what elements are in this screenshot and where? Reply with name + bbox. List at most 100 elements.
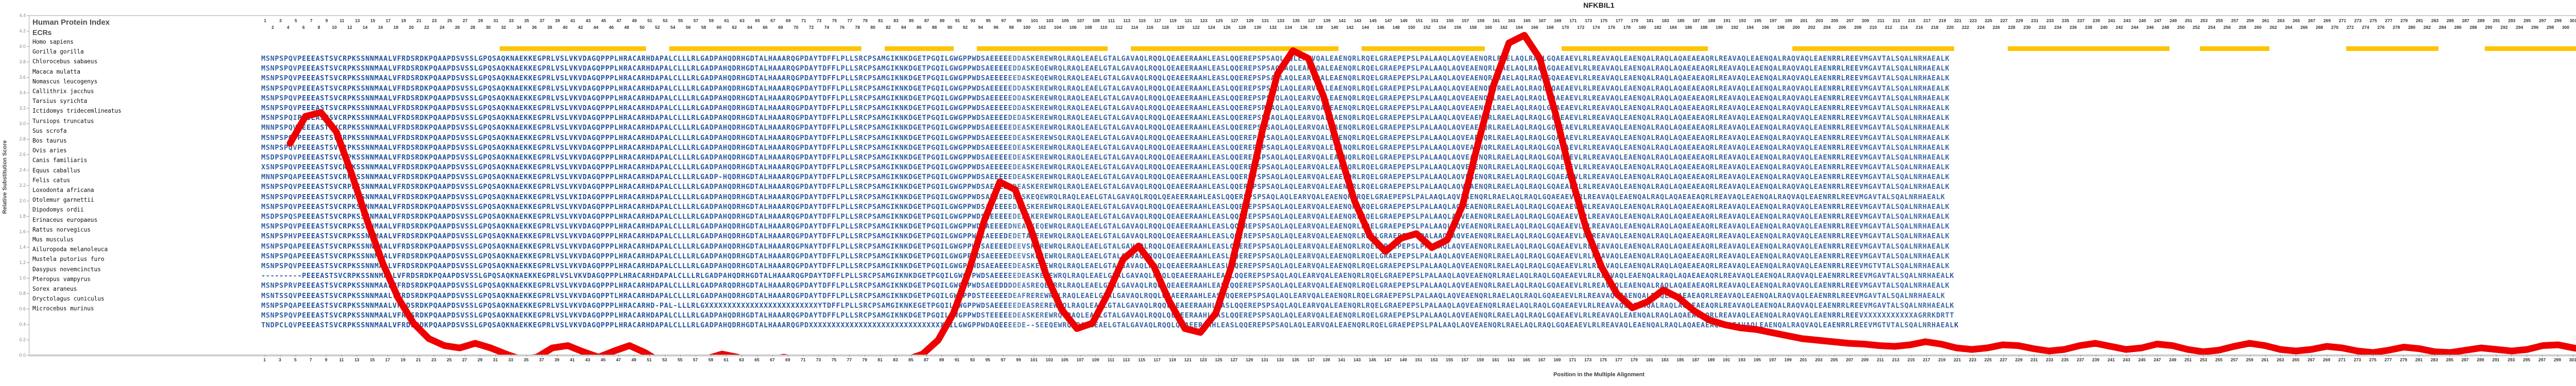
position-tick-label: 122 xyxy=(1192,25,1200,30)
position-tick-label: 68 xyxy=(778,25,783,30)
ecr-bar-track xyxy=(261,46,2576,51)
position-tick-label: 277 xyxy=(2385,18,2393,23)
x-axis-tick-label: 233 xyxy=(2046,355,2053,362)
position-tick-label: 212 xyxy=(1885,25,1892,30)
position-tick-label: 195 xyxy=(1754,18,1761,23)
species-label: Equus caballus xyxy=(32,167,80,174)
position-tick-label: 222 xyxy=(1961,25,1970,30)
y-axis-tick: 2.8 xyxy=(8,136,29,142)
position-tick-label: 296 xyxy=(2531,25,2539,30)
position-tick-label: 18 xyxy=(393,25,399,30)
x-axis-tick-label: 43 xyxy=(585,355,590,362)
position-tick-label: 223 xyxy=(1969,18,1977,23)
x-axis-tick-label: 263 xyxy=(2277,355,2284,362)
position-tick-label: 47 xyxy=(616,18,622,23)
x-axis-tick-label: 251 xyxy=(2184,355,2192,362)
y-axis-tick: 0.6 xyxy=(8,306,29,311)
position-tick-label: 285 xyxy=(2446,18,2454,23)
x-axis-tick-label: 111 xyxy=(1108,355,1114,362)
position-tick-label: 239 xyxy=(2092,18,2100,23)
position-tick-label: 206 xyxy=(1838,25,1846,30)
position-tick-label: 65 xyxy=(755,18,760,23)
x-axis-tick-label: 65 xyxy=(755,355,759,362)
position-tick-label: 75 xyxy=(832,18,837,23)
y-axis-tick: 0.2 xyxy=(8,337,29,342)
position-tick-label: 119 xyxy=(1169,18,1177,23)
position-tick-label: 96 xyxy=(993,25,998,30)
y-axis-label: Relative Substitution Score xyxy=(1,0,9,354)
x-axis-tick-label: 213 xyxy=(1892,355,1900,362)
position-tick-label: 169 xyxy=(1554,18,1562,23)
x-axis-tick-label: 101 xyxy=(1030,355,1038,362)
x-axis-tick-label: 45 xyxy=(601,355,605,362)
position-tick-label: 109 xyxy=(1092,18,1100,23)
x-axis-tick-label: 193 xyxy=(1738,355,1745,362)
x-axis-tick-label: 119 xyxy=(1169,355,1176,362)
x-axis-tick-label: 301 xyxy=(2569,355,2576,362)
position-tick-label: 179 xyxy=(1631,18,1638,23)
species-label: Sus scrofa xyxy=(32,127,67,134)
x-axis-tick-label: 163 xyxy=(1507,355,1515,362)
position-tick-label: 233 xyxy=(2046,18,2054,23)
species-label: Dipodomys ordii xyxy=(32,206,84,214)
x-axis-tick-label: 79 xyxy=(862,355,867,362)
y-axis-tick: 4.4 xyxy=(8,13,29,18)
position-tick-label: 52 xyxy=(655,25,660,30)
alignment-row: MSNPSPQVPEEEASTSVCRPKSSNNMAALVFRDSRDKPQA… xyxy=(261,183,1950,191)
position-tick-label: 201 xyxy=(1800,18,1808,23)
x-axis-tick-label: 95 xyxy=(986,355,990,362)
x-axis-tick-label: 73 xyxy=(816,355,821,362)
alignment-row: MSDPSPQSPEEEASTSVCRPKSSNNMAALVFRDSRDKPQA… xyxy=(261,213,1950,221)
y-axis-tick: 1.2 xyxy=(8,260,29,265)
alignment-row: TNDPCLQVPEEEASTSVCRPKSSNNMAALVFRDSRDKPQA… xyxy=(261,322,1959,330)
x-axis-tick-label: 159 xyxy=(1477,355,1484,362)
position-tick-label: 191 xyxy=(1723,18,1731,23)
position-tick-label: 138 xyxy=(1315,25,1323,30)
position-tick-label: 279 xyxy=(2400,18,2408,23)
position-tick-label: 12 xyxy=(347,25,352,30)
position-tick-label: 143 xyxy=(1354,18,1362,23)
y-axis-tick: 1.4 xyxy=(8,244,29,250)
position-tick-label: 24 xyxy=(439,25,445,30)
position-tick-label: 112 xyxy=(1115,25,1123,30)
position-tick-label: 56 xyxy=(686,25,691,30)
position-tick-label: 3 xyxy=(279,18,282,23)
position-tick-label: 104 xyxy=(1054,25,1061,30)
ecr-bar xyxy=(976,46,1108,51)
position-tick-label: 66 xyxy=(762,25,768,30)
position-tick-label: 230 xyxy=(2023,25,2031,30)
position-tick-label: 155 xyxy=(1446,18,1454,23)
position-tick-label: 259 xyxy=(2246,18,2254,23)
position-tick-label: 99 xyxy=(1016,18,1022,23)
y-axis-tick: 1.0 xyxy=(8,275,29,280)
x-axis-tick-label: 133 xyxy=(1277,355,1284,362)
human-protein-index-label: Human Protein Index xyxy=(32,18,110,27)
x-axis-tick-label: 29 xyxy=(478,355,482,362)
x-axis-tick-label: 277 xyxy=(2384,355,2392,362)
species-label: Mus musculus xyxy=(32,236,74,243)
alignment-row: XSNPSPQVPEEEASTSVCRPKSSNNMAALVFRDSRDKPQA… xyxy=(261,164,1950,172)
position-tick-label: 226 xyxy=(1992,25,2000,30)
x-axis-tick-label: 99 xyxy=(1016,355,1021,362)
x-axis-tick-label: 139 xyxy=(1323,355,1330,362)
position-tick-label: 100 xyxy=(1023,25,1031,30)
position-tick-label: 17 xyxy=(385,18,391,23)
x-axis-tick-label: 173 xyxy=(1584,355,1591,362)
position-tick-label: 13 xyxy=(354,18,360,23)
position-tick-label: 6 xyxy=(302,25,305,30)
position-tick-label: 294 xyxy=(2516,25,2523,30)
y-axis-tick: 3.0 xyxy=(8,121,29,126)
y-axis-tick: 2.6 xyxy=(8,152,29,157)
position-tick-label: 46 xyxy=(608,25,614,30)
alignment-row: MNNPSPQVPEEEASTSVCRPKSSNNMAALVFRDSRDKPQA… xyxy=(261,124,1950,132)
x-axis-tick-label: 3 xyxy=(279,355,281,362)
x-axis-tick-label: 203 xyxy=(1815,355,1822,362)
position-tick-label: 115 xyxy=(1139,18,1146,23)
position-tick-label: 194 xyxy=(1746,25,1754,30)
position-tick-label: 250 xyxy=(2177,25,2185,30)
x-axis-tick-label: 269 xyxy=(2323,355,2330,362)
position-tick-label: 269 xyxy=(2323,18,2331,23)
position-tick-label: 91 xyxy=(955,18,960,23)
alignment-row: MSNPSPQVPEEEASTSVCRPKSSNNMAALVFRDSRDKPQA… xyxy=(261,311,1955,320)
alignment-block: MSNPSPQVPEEEASTSVCRPKSSNNMAALVFRDSRDKPQA… xyxy=(261,54,2576,330)
